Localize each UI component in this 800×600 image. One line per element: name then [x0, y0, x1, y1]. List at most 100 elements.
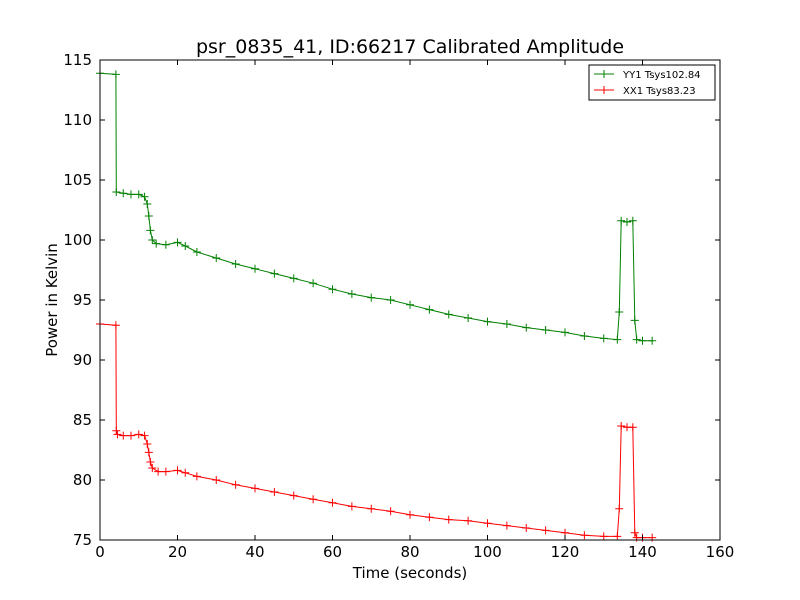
data-point	[541, 326, 550, 334]
data-point	[425, 305, 434, 314]
data-point	[143, 440, 152, 448]
data-point	[251, 264, 259, 273]
x-tick-label: 60	[323, 543, 342, 561]
data-point	[181, 468, 190, 477]
x-tick-label: 140	[628, 543, 657, 561]
data-point	[309, 279, 318, 288]
data-point	[134, 430, 143, 439]
data-point	[347, 502, 356, 511]
series-layer	[96, 69, 657, 542]
data-point	[134, 190, 143, 199]
data-point	[632, 335, 641, 344]
y-tick-label: 110	[63, 111, 92, 129]
data-point	[541, 526, 550, 535]
data-point	[522, 323, 531, 332]
y-tick-label: 100	[63, 231, 92, 249]
data-point	[111, 70, 120, 79]
legend-label-yy1: YY1 Tsys102.84	[622, 70, 701, 81]
data-point	[140, 431, 149, 440]
data-point	[270, 269, 279, 278]
data-point	[464, 516, 473, 525]
data-point	[425, 513, 434, 522]
data-point	[561, 328, 569, 337]
x-tick-label: 160	[706, 543, 735, 561]
data-point	[615, 308, 624, 316]
data-point	[289, 274, 298, 283]
data-point	[143, 200, 152, 208]
data-point	[144, 448, 153, 457]
data-point	[386, 296, 395, 304]
data-point	[502, 521, 511, 530]
data-point	[483, 519, 492, 528]
data-point	[112, 188, 121, 196]
data-point	[617, 422, 626, 430]
data-point	[464, 314, 473, 322]
data-point	[502, 320, 511, 328]
data-point	[231, 260, 240, 268]
data-point	[181, 242, 190, 250]
legend-box	[588, 64, 716, 101]
data-point	[613, 532, 622, 541]
x-tick-label: 40	[245, 543, 264, 561]
y-tick-label: 115	[63, 51, 92, 69]
data-point	[367, 293, 376, 302]
data-point	[148, 464, 157, 472]
data-point	[127, 190, 135, 199]
data-point	[192, 472, 201, 481]
data-point	[161, 467, 170, 476]
data-point	[146, 226, 155, 235]
data-point	[483, 317, 492, 326]
data-point	[270, 488, 279, 496]
data-point	[444, 515, 453, 524]
data-point	[140, 192, 149, 201]
data-point	[148, 236, 157, 244]
y-tick-label: 95	[73, 291, 92, 309]
legend-marker-xx1	[600, 86, 608, 94]
data-point	[615, 504, 624, 513]
data-point	[231, 480, 240, 489]
y-tick-label: 105	[63, 171, 92, 189]
data-point	[111, 321, 120, 330]
data-point	[630, 528, 639, 537]
data-point	[154, 467, 163, 476]
data-point	[309, 495, 318, 504]
y-tick-label: 75	[73, 531, 92, 549]
data-point	[119, 189, 128, 198]
data-point	[630, 316, 639, 325]
data-point	[386, 507, 395, 516]
legend: YY1 Tsys102.84 XX1 Tsys83.23	[588, 64, 716, 101]
data-point	[192, 248, 201, 256]
data-point	[406, 510, 414, 519]
legend-label-xx1: XX1 Tsys83.23	[623, 86, 696, 97]
data-point	[628, 216, 637, 225]
legend-entry-xx1: XX1 Tsys83.23	[594, 86, 696, 97]
y-tick-label: 85	[73, 411, 92, 429]
data-point	[580, 531, 589, 540]
data-point	[112, 426, 121, 435]
x-tick-label: 100	[473, 543, 502, 561]
data-point	[127, 431, 135, 440]
series-0	[96, 69, 657, 345]
data-point	[613, 335, 622, 344]
x-tick-label: 120	[551, 543, 580, 561]
data-point	[152, 239, 161, 248]
data-point	[119, 431, 128, 440]
data-point	[289, 491, 298, 500]
data-point	[406, 300, 414, 309]
data-point	[173, 238, 182, 247]
data-point	[113, 430, 122, 439]
y-tick-label: 90	[73, 351, 92, 369]
x-tick-label: 20	[168, 543, 187, 561]
plot-frame	[99, 59, 721, 541]
x-tick-label: 80	[400, 543, 419, 561]
legend-marker-yy1	[600, 70, 608, 78]
data-point	[212, 476, 221, 484]
chart-title: psr_0835_41, ID:66217 Calibrated Amplitu…	[196, 36, 624, 58]
series-line	[99, 72, 653, 342]
data-point	[328, 285, 337, 294]
data-point	[599, 334, 608, 343]
legend-entry-yy1: YY1 Tsys102.84	[594, 70, 701, 81]
y-axis-label: Power in Kelvin	[43, 243, 61, 357]
data-point	[623, 218, 631, 226]
